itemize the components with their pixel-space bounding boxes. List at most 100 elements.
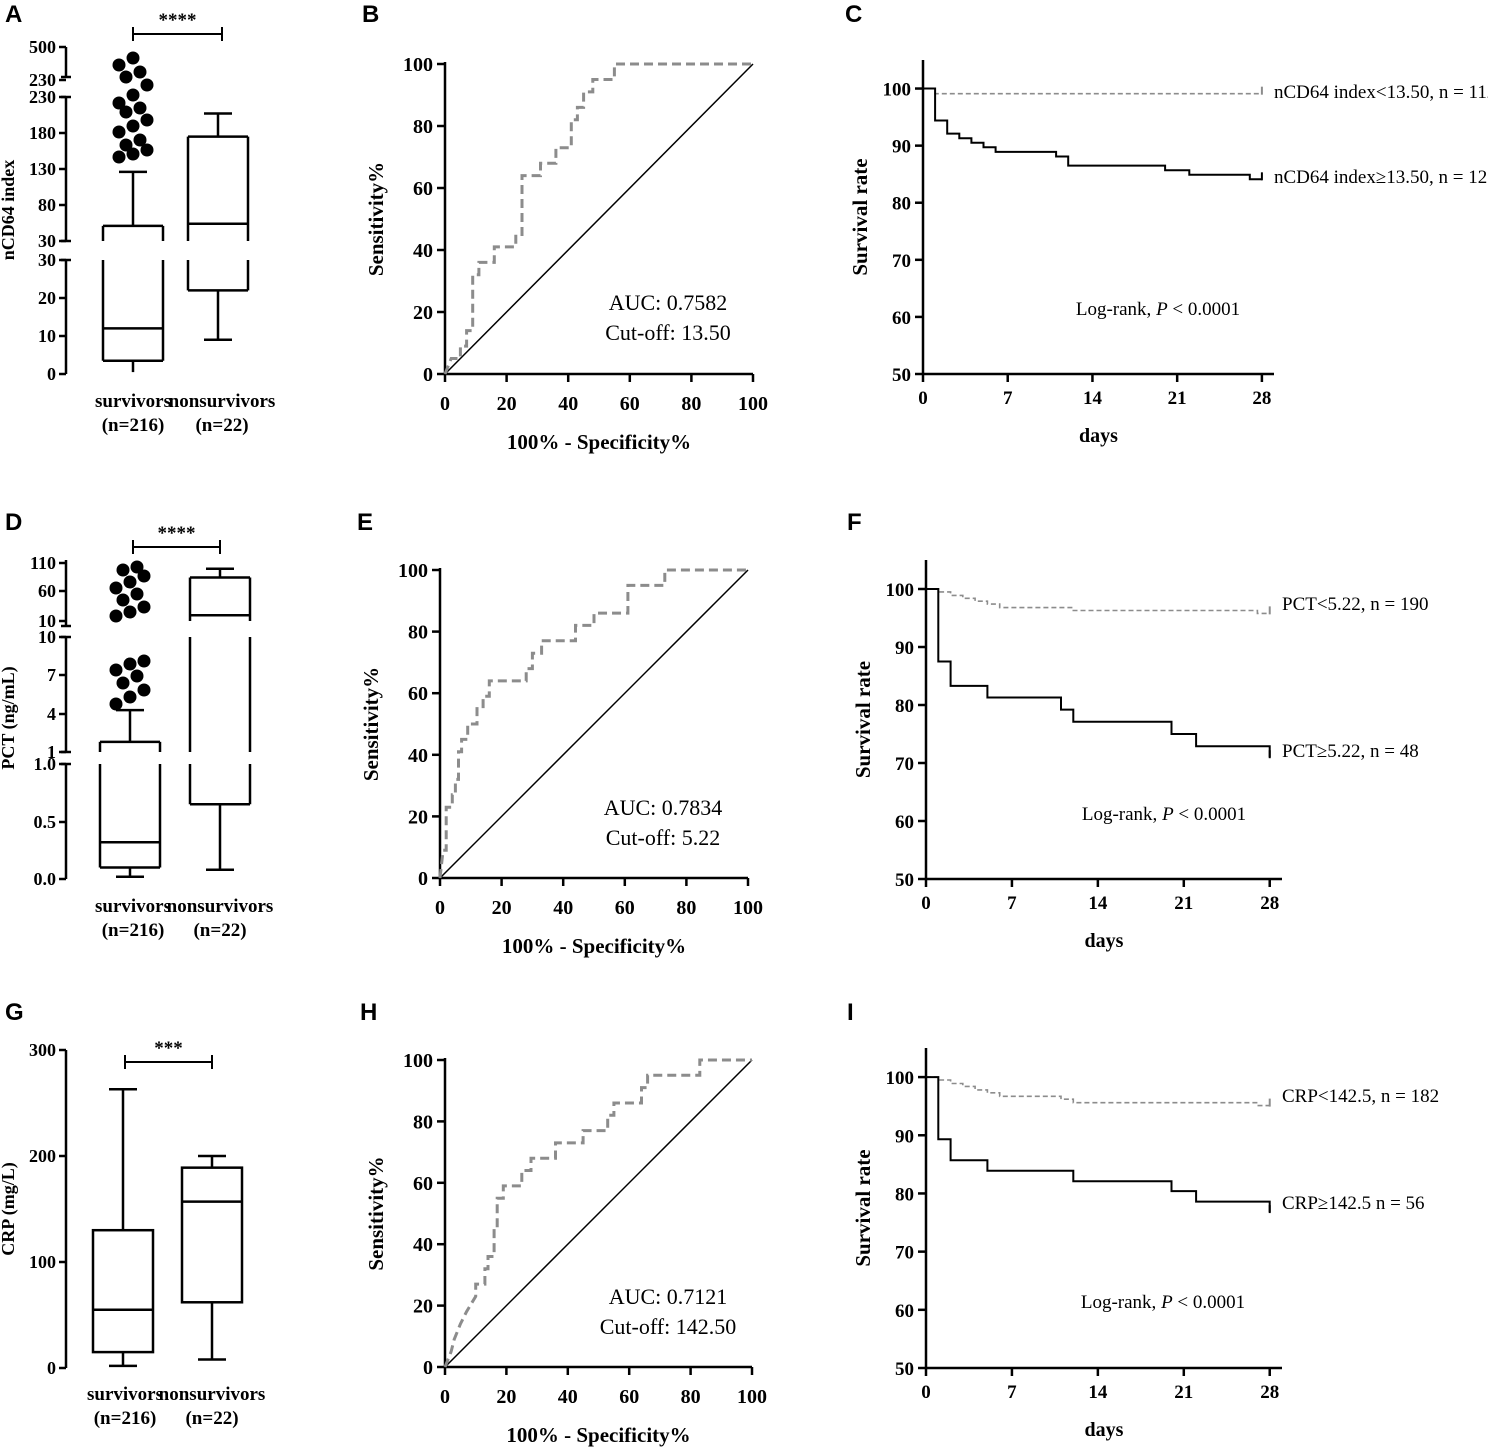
- roc-e-xtick-label: 20: [492, 897, 512, 919]
- km-f-legend-high: PCT≥5.22, n = 48: [1282, 741, 1419, 762]
- box-d-outlier-mid: [137, 654, 151, 668]
- box-d-ytick-label: 110: [30, 553, 56, 573]
- km-f-ytick-label: 90: [895, 638, 914, 659]
- km-c-xtick-label: 7: [1003, 388, 1013, 409]
- box-d-ytick-label: 60: [38, 581, 56, 601]
- box-a-outlier: [140, 143, 154, 157]
- roc-e-auc-label: AUC: 0.7834: [604, 795, 723, 820]
- roc-h-ytick-label: 60: [413, 1173, 433, 1195]
- km-i-ylabel: Survival rate: [851, 1149, 875, 1266]
- box-a-outlier: [112, 58, 126, 72]
- roc-e-xlabel: 100% - Specificity%: [502, 934, 686, 958]
- box-a-ytick-label: 500: [29, 37, 56, 57]
- roc-h-ylabel: Sensitivity%: [364, 1156, 388, 1270]
- panel-letter-D: D: [5, 509, 22, 536]
- km-i-xtick-label: 28: [1260, 1382, 1279, 1403]
- box-d-ytick-label: 10: [38, 627, 56, 647]
- km-i-xtick-label: 7: [1007, 1382, 1017, 1403]
- box-a-category-n-0: (n=216): [102, 415, 165, 436]
- box-g-box-1: [180, 1166, 244, 1304]
- roc-e-ytick-label: 40: [408, 745, 428, 767]
- roc-e-ytick-label: 100: [398, 560, 428, 582]
- box-a-ytick-label: 180: [29, 123, 56, 143]
- roc-e-ytick-label: 20: [408, 806, 428, 828]
- box-a-outlier: [112, 96, 126, 110]
- km-i-legend-high: CRP≥142.5 n = 56: [1282, 1193, 1425, 1214]
- km-i-logrank-p: P: [1160, 1292, 1173, 1313]
- box-d-outlier-mid: [109, 697, 123, 711]
- box-a-outlier: [119, 138, 133, 152]
- box-d-ytick-label: 4: [47, 704, 56, 724]
- box-d-outlier-top: [109, 581, 123, 595]
- box-a-ytick-label: 130: [29, 159, 56, 179]
- km-i-curve-high: [926, 1076, 1271, 1213]
- km-c-ytick-label: 60: [892, 308, 911, 329]
- roc-b-ytick-label: 60: [413, 178, 433, 200]
- box-a-ytick-label: 30: [38, 231, 56, 251]
- km-f-xtick-label: 7: [1007, 893, 1017, 914]
- km-c-xlabel: days: [1079, 425, 1118, 447]
- box-g-category-n-1: (n=22): [185, 1408, 238, 1429]
- roc-e-xtick-label: 100: [733, 897, 763, 919]
- roc-e-ylabel: Sensitivity%: [359, 667, 383, 781]
- box-a-outlier: [112, 125, 126, 139]
- km-i-ytick-label: 70: [895, 1243, 914, 1264]
- km-f-xtick-label: 21: [1174, 893, 1193, 914]
- box-d-ytick-label: 0.0: [34, 869, 57, 889]
- box-d-ylabel: PCT (ng/mL): [0, 666, 19, 769]
- roc-e-ytick-label: 80: [408, 622, 428, 644]
- roc-e-xtick-label: 80: [676, 897, 696, 919]
- box-d-outlier-mid: [137, 683, 151, 697]
- box-a-outlier: [119, 70, 133, 84]
- roc-b-ytick-label: 0: [423, 364, 433, 386]
- roc-e-cutoff-label: Cut-off: 5.22: [606, 825, 720, 850]
- roc-b-ytick-label: 20: [413, 302, 433, 324]
- box-a-ytick-label: 30: [38, 250, 56, 270]
- roc-b-roc-curve: [443, 62, 753, 375]
- km-i-ytick-label: 80: [895, 1184, 914, 1205]
- roc-h-xtick-label: 100: [737, 1386, 767, 1408]
- roc-e-xtick-label: 0: [435, 897, 445, 919]
- box-d-outlier-mid: [109, 663, 123, 677]
- panel-letter-F: F: [847, 509, 862, 536]
- box-a-outlier: [140, 78, 154, 92]
- box-d-category-n-1: (n=22): [193, 920, 246, 941]
- roc-e-xtick-label: 40: [553, 897, 573, 919]
- box-a-outlier: [126, 119, 140, 133]
- km-c-logrank-p: P: [1155, 299, 1168, 320]
- roc-e-ytick-label: 0: [418, 868, 428, 890]
- box-d-outlier-top: [137, 600, 151, 614]
- box-a-ylabel: nCD64 index: [0, 160, 18, 261]
- km-i-ytick-label: 50: [895, 1359, 914, 1380]
- roc-e-roc-curve: [438, 568, 748, 879]
- km-c-logrank-prefix: Log-rank,: [1076, 299, 1156, 320]
- box-a-ytick-label: 10: [38, 326, 56, 346]
- roc-h-xlabel: 100% - Specificity%: [506, 1423, 690, 1447]
- panel-letter-B: B: [362, 1, 379, 28]
- box-d-ytick-label: 0.5: [34, 812, 57, 832]
- roc-b-ytick-label: 40: [413, 240, 433, 262]
- box-d-outlier-top: [123, 575, 137, 589]
- km-f-legend-low: PCT<5.22, n = 190: [1282, 594, 1429, 615]
- km-c-xtick-label: 14: [1083, 388, 1103, 409]
- km-c-xtick-label: 0: [918, 388, 928, 409]
- roc-h-ytick-label: 20: [413, 1296, 433, 1318]
- roc-h-xtick-label: 0: [440, 1386, 450, 1408]
- roc-b-xtick-label: 0: [440, 393, 450, 415]
- box-d-outlier-top: [123, 605, 137, 619]
- box-a-outlier: [133, 133, 147, 147]
- roc-b-ytick-label: 100: [403, 54, 433, 76]
- box-g-category-1: nonsurvivors: [159, 1384, 266, 1405]
- km-f-ytick-label: 70: [895, 754, 914, 775]
- km-i-ytick-label: 60: [895, 1301, 914, 1322]
- box-d-outlier-mid: [123, 690, 137, 704]
- box-a-outlier: [133, 101, 147, 115]
- roc-e-reference-line: [439, 569, 749, 879]
- box-g-sig-label: ***: [154, 1038, 183, 1059]
- box-d-outlier-top: [116, 593, 130, 607]
- panel-letter-A: A: [5, 1, 22, 28]
- box-d-sig-label: ****: [158, 523, 196, 544]
- roc-h-ytick-label: 40: [413, 1234, 433, 1256]
- km-f-ytick-label: 60: [895, 812, 914, 833]
- km-f-xtick-label: 28: [1260, 893, 1279, 914]
